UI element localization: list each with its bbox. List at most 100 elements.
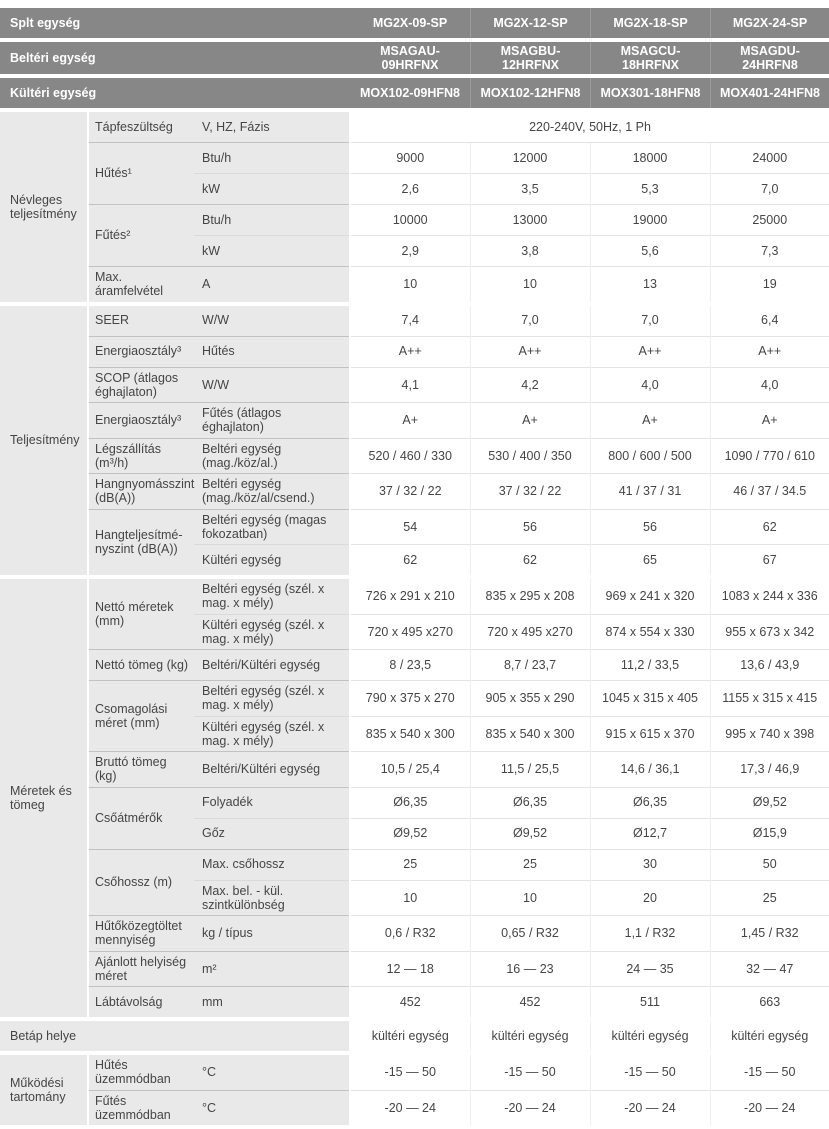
spec-value: 2,9 — [350, 235, 470, 267]
row-sublabel: Hűtés — [194, 335, 351, 367]
spec-value: 67 — [709, 544, 829, 575]
spec-value: 1083 x 244 x 336 — [709, 579, 829, 614]
spec-value: 16 — 23 — [469, 950, 590, 987]
spec-value: Ø6,35 — [469, 786, 590, 818]
group-label: Légszállítás (m³/h) — [88, 437, 194, 474]
row-sublabel: kg / típus — [194, 915, 351, 951]
spec-value: -20 — 24 — [589, 1089, 710, 1125]
row-sublabel: Folyadék — [194, 786, 351, 818]
spec-value: 41 / 37 / 31 — [589, 473, 710, 509]
spec-value: 10 — [469, 879, 590, 916]
spec-value: A++ — [350, 335, 470, 367]
spec-value: 0,6 / R32 — [350, 915, 470, 951]
spec-value: 720 x 495 x270 — [350, 613, 470, 650]
spec-value: 874 x 554 x 330 — [589, 613, 710, 650]
spec-value: 955 x 673 x 342 — [709, 613, 829, 650]
group-label: Csőátmérők — [88, 786, 194, 849]
spec-value: 18000 — [589, 142, 710, 174]
spec-row: Nettó tömeg (kg) Beltéri/Kültéri egység 8 … — [0, 649, 829, 681]
spec-value: -15 — 50 — [469, 1055, 590, 1090]
spec-value: 1090 / 770 / 610 — [709, 437, 829, 474]
row-sublabel: Beltéri egység (magas fokozatban) — [194, 508, 351, 545]
row-sublabel: Kültéri egység (szél. x mag. x mély) — [194, 613, 351, 650]
header-model-value: MG2X-18-SP — [590, 8, 710, 38]
group-label: Hangnyomásszint (dB(A)) — [88, 473, 194, 509]
row-sublabel: Beltéri egység (szél. x mag. x mély) — [194, 680, 351, 716]
spec-row: Hűtőközegtöltet mennyiség kg / típus 0,6 /… — [0, 915, 829, 951]
spec-value: -15 — 50 — [709, 1055, 829, 1090]
spec-value: 4,1 — [350, 366, 470, 403]
spec-value: Ø9,52 — [709, 786, 829, 818]
header-model-value: MG2X-24-SP — [710, 8, 829, 38]
header-model-value: MOX301-18HFN8 — [590, 78, 710, 108]
spec-section: Méretek és tömeg Nettó méretek (mm) Beltér… — [0, 579, 829, 1017]
spec-value: 995 x 740 x 398 — [709, 715, 829, 752]
spec-value: 3,5 — [469, 173, 590, 205]
spec-value: 25000 — [709, 204, 829, 236]
spec-row: Energiaosztály³ Hűtés A++ A++ A++ A++ — [0, 335, 829, 367]
spec-value: 4,0 — [709, 366, 829, 403]
spec-value: 530 / 400 / 350 — [469, 437, 590, 474]
spec-row: Gőz Ø9,52 Ø9,52 Ø12,7 Ø15,9 — [0, 817, 829, 849]
spec-row: Csőhossz (m) Max. csőhossz 25 25 30 50 — [0, 848, 829, 916]
spec-value: -15 — 50 — [589, 1055, 710, 1090]
spec-value: Ø15,9 — [709, 817, 829, 849]
spec-row: Ajánlott helyiség méret m² 12 — 18 16 — 23 2… — [0, 950, 829, 987]
spec-value: A+ — [589, 402, 710, 438]
spec-value: 969 x 241 x 320 — [589, 579, 710, 614]
spec-row: Csőátmérők Folyadék Ø6,35 Ø6,35 Ø6,35 Ø9,52 — [0, 786, 829, 849]
header-row-label: Kültéri egység — [10, 86, 97, 100]
row-sublabel: Gőz — [194, 817, 351, 849]
spec-value: 10 — [469, 266, 590, 302]
spec-value: 720 x 495 x270 — [469, 613, 590, 650]
row-sublabel: Btu/h — [194, 142, 351, 174]
group-label: Fűtés üzemmódban — [88, 1089, 194, 1125]
spec-section: Teljesítmény SEER W/W 7,4 7,0 7,0 6,4 Energiaos… — [0, 305, 829, 575]
spec-value: kültéri egység — [709, 1021, 829, 1051]
spec-value: 8 / 23,5 — [350, 649, 470, 681]
spec-value: 13000 — [469, 204, 590, 236]
spec-row: Kültéri egység (szél. x mag. x mély) 720 … — [0, 613, 829, 650]
header-model-value: MOX102-12HFN8 — [470, 78, 590, 108]
spec-value: 1,45 / R32 — [709, 915, 829, 951]
spec-value: 62 — [709, 508, 829, 545]
header-row: Kültéri egység MOX102-09HFN8 MOX102-12HFN8… — [0, 78, 829, 108]
row-sublabel: Beltéri egység (mag./köz/al/csend.) — [194, 473, 351, 509]
header-model-value: MOX102-09HFN8 — [359, 86, 461, 100]
spec-value: 25 — [469, 848, 590, 880]
spec-row: Hűtés¹ Btu/h 9000 12000 18000 24000 — [0, 142, 829, 205]
spec-row: Működési tartomány Hűtés üzemmódban °C -15 … — [0, 1055, 829, 1125]
spec-row: Fűtés² Btu/h 10000 13000 19000 25000 — [0, 204, 829, 267]
row-sublabel: Max. bel. - kül. szintkülönbség — [194, 879, 351, 916]
spec-value: 1045 x 315 x 405 — [589, 680, 710, 716]
spec-value: 5,3 — [589, 173, 710, 205]
spec-value: 790 x 375 x 270 — [350, 680, 470, 716]
spec-row: Csomagolási méret (mm) Beltéri egység (sz… — [0, 680, 829, 752]
spec-value: 11,5 / 25,5 — [469, 751, 590, 787]
spec-value: 1155 x 315 x 415 — [709, 680, 829, 716]
spec-value: 452 — [469, 986, 590, 1017]
spec-value: 2,6 — [350, 173, 470, 205]
spec-value: Ø6,35 — [589, 786, 710, 818]
header-model-value: MSAGDU-24HRFN8 — [710, 42, 829, 74]
spec-value: A++ — [709, 335, 829, 367]
group-label: Hűtés¹ — [88, 142, 194, 205]
row-sublabel: W/W — [194, 366, 351, 403]
spec-value: Ø6,35 — [350, 786, 470, 818]
spec-value: 62 — [350, 544, 470, 575]
spec-value: 19000 — [589, 204, 710, 236]
group-label: SEER — [88, 305, 194, 336]
row-sublabel: Beltéri egység (szél. x mag. x mély) — [194, 579, 351, 614]
spec-value: 835 x 540 x 300 — [469, 715, 590, 752]
group-label: Nettó tömeg (kg) — [88, 649, 194, 681]
spec-value: 50 — [709, 848, 829, 880]
section-name: Működési tartomány — [0, 1055, 89, 1125]
header-model-value: MSAGCU-18HRFNX — [590, 42, 710, 74]
spec-value: 663 — [709, 986, 829, 1017]
group-label: Ajánlott helyiség méret — [88, 950, 194, 987]
spec-row: Betáp helye kültéri egység kültéri egység k… — [0, 1021, 829, 1051]
row-sublabel: Beltéri/Kültéri egység — [194, 751, 351, 787]
spec-value: 62 — [469, 544, 590, 575]
group-label: Hűtés üzemmódban — [88, 1055, 194, 1090]
spec-sections: Névleges teljesítmény Tápfeszültség V, HZ,… — [0, 112, 829, 1125]
